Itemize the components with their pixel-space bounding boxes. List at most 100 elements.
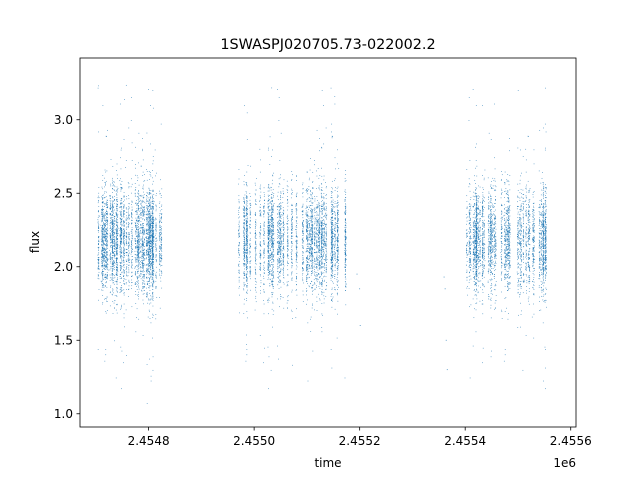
data-point	[143, 213, 145, 215]
data-point	[135, 189, 136, 190]
data-point	[104, 256, 106, 258]
data-point	[123, 196, 125, 198]
data-point	[120, 206, 122, 208]
data-point	[117, 268, 118, 270]
data-point	[148, 251, 150, 253]
data-point	[337, 256, 339, 257]
data-point	[263, 257, 264, 259]
data-point	[152, 216, 154, 218]
data-point	[272, 208, 274, 210]
data-point	[117, 244, 119, 246]
data-point	[129, 244, 130, 246]
data-point	[102, 209, 103, 211]
data-point	[331, 228, 333, 229]
data-point	[148, 265, 149, 267]
data-point	[135, 213, 137, 215]
data-point	[102, 215, 104, 217]
data-point	[279, 212, 281, 214]
data-point	[150, 273, 152, 275]
data-point	[128, 218, 130, 220]
data-point	[272, 240, 274, 241]
data-point	[140, 227, 142, 228]
data-point	[121, 251, 123, 253]
data-point	[101, 246, 103, 248]
data-point	[106, 274, 108, 275]
data-point	[319, 263, 320, 265]
data-point	[101, 214, 103, 215]
data-point	[142, 231, 143, 233]
data-point	[315, 245, 317, 247]
data-point	[104, 265, 105, 267]
data-point	[109, 233, 111, 235]
data-point	[149, 226, 150, 227]
data-point	[282, 202, 284, 204]
data-point	[143, 276, 145, 278]
data-point	[146, 276, 147, 278]
data-point	[137, 261, 139, 263]
data-point	[138, 219, 140, 221]
data-point	[152, 261, 154, 263]
data-point	[243, 229, 245, 231]
data-point	[106, 203, 107, 205]
data-point	[148, 203, 150, 204]
data-point	[97, 197, 99, 199]
data-point	[153, 194, 155, 195]
data-point	[135, 220, 137, 221]
data-point	[302, 230, 303, 231]
data-point	[282, 215, 284, 217]
data-point	[152, 227, 154, 229]
data-point	[142, 288, 144, 289]
data-point	[271, 225, 273, 226]
data-point	[120, 256, 122, 258]
data-point	[149, 358, 150, 360]
data-point	[126, 232, 128, 234]
data-point	[102, 201, 104, 202]
data-point	[153, 236, 154, 238]
data-point	[131, 229, 133, 230]
data-point	[135, 210, 137, 211]
data-point	[152, 255, 153, 256]
data-point	[123, 220, 125, 222]
data-point	[126, 273, 127, 275]
data-point	[130, 246, 132, 247]
data-point	[110, 253, 112, 255]
data-point	[101, 215, 103, 217]
data-point	[150, 275, 152, 277]
data-point	[148, 286, 149, 288]
data-points	[97, 84, 547, 404]
data-point	[314, 283, 316, 285]
data-point	[278, 282, 280, 284]
data-point	[149, 228, 150, 230]
data-point	[116, 189, 118, 191]
data-point	[117, 200, 118, 202]
data-point	[150, 257, 152, 259]
data-point	[282, 235, 284, 236]
data-point	[129, 252, 130, 254]
data-point	[330, 197, 332, 199]
data-point	[126, 237, 128, 239]
data-point	[270, 213, 272, 215]
data-point	[277, 209, 279, 210]
data-point	[149, 271, 151, 273]
data-point	[127, 253, 129, 255]
data-point	[123, 206, 125, 208]
data-point	[151, 203, 153, 204]
data-point	[120, 190, 122, 192]
data-point	[306, 235, 307, 237]
data-point	[301, 238, 303, 240]
data-point	[149, 226, 151, 228]
data-point	[105, 219, 107, 221]
data-point	[101, 238, 103, 239]
data-point	[111, 242, 113, 243]
data-point	[137, 217, 139, 218]
data-point	[135, 233, 136, 235]
data-point	[101, 289, 103, 291]
data-point	[114, 281, 116, 282]
data-point	[161, 205, 162, 207]
data-point	[144, 206, 146, 208]
data-point	[147, 234, 148, 235]
data-point	[148, 263, 150, 265]
data-point	[135, 271, 136, 273]
data-point	[312, 236, 313, 237]
data-point	[145, 245, 147, 247]
